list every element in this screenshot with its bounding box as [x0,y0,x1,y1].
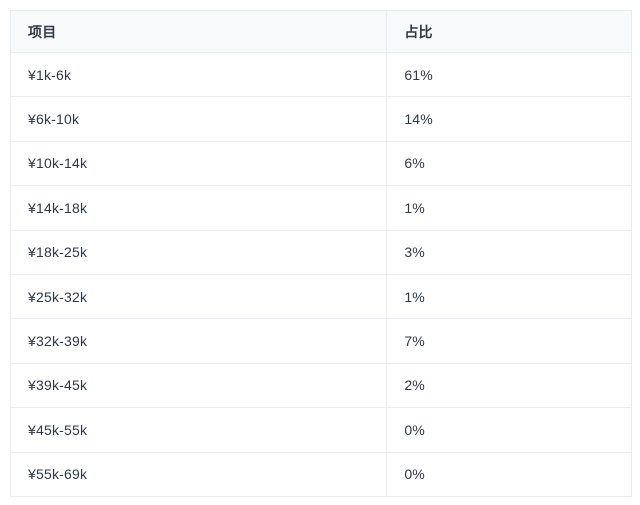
item-cell: ¥25k-32k [9,273,388,320]
item-cell: ¥18k-25k [9,229,388,275]
item-cell: ¥6k-10k [9,96,388,142]
percentage-cell: 14% [386,96,632,142]
percentage-cell: 0% [386,407,632,453]
table-row: ¥10k-14k 6% [9,140,632,187]
percentage-cell: 0% [386,451,632,498]
salary-distribution-table: 项目 占比 ¥1k-6k 61% ¥6k-10k 14% ¥10k-14k 6% ¥14k-… [9,10,632,498]
column-header-item: 项目 [9,10,388,53]
item-cell: ¥1k-6k [9,51,388,98]
header-row: 项目 占比 [9,10,632,53]
percentage-cell: 3% [386,229,632,275]
item-cell: ¥14k-18k [9,185,388,231]
table-row: ¥25k-32k 1% [9,273,632,320]
percentage-cell: 7% [386,318,632,364]
percentage-cell: 2% [386,362,632,409]
percentage-cell: 61% [386,51,632,98]
item-cell: ¥39k-45k [9,362,388,409]
percentage-cell: 1% [386,185,632,231]
table-header: 项目 占比 [9,10,632,53]
table-row: ¥39k-45k 2% [9,362,632,409]
table-row: ¥1k-6k 61% [9,51,632,98]
table-body: ¥1k-6k 61% ¥6k-10k 14% ¥10k-14k 6% ¥14k-18k 1% ¥… [9,51,632,498]
table-row: ¥18k-25k 3% [9,229,632,275]
item-cell: ¥55k-69k [9,451,388,498]
table-row: ¥14k-18k 1% [9,185,632,231]
percentage-cell: 6% [386,140,632,187]
item-cell: ¥10k-14k [9,140,388,187]
column-header-percentage: 占比 [386,10,632,53]
data-table: 项目 占比 ¥1k-6k 61% ¥6k-10k 14% ¥10k-14k 6% ¥14k-… [9,10,632,498]
item-cell: ¥32k-39k [9,318,388,364]
table-row: ¥6k-10k 14% [9,96,632,142]
item-cell: ¥45k-55k [9,407,388,453]
table-row: ¥55k-69k 0% [9,451,632,498]
percentage-cell: 1% [386,273,632,320]
table-row: ¥45k-55k 0% [9,407,632,453]
table-row: ¥32k-39k 7% [9,318,632,364]
